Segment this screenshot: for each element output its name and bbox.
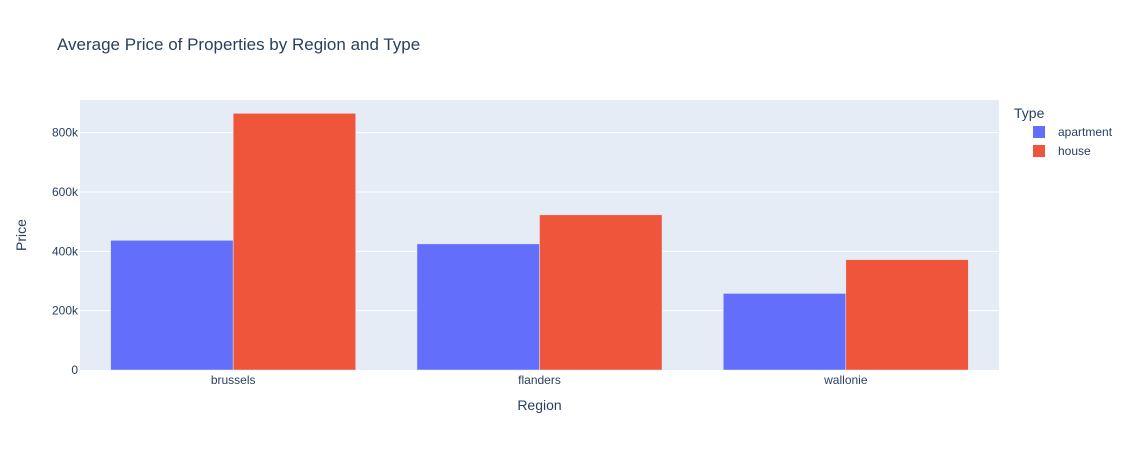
legend-swatch-house[interactable] [1033, 145, 1045, 157]
x-tick-label: brussels [211, 373, 256, 387]
bar-apartment-flanders[interactable] [416, 243, 540, 371]
bar-house-wallonie[interactable] [845, 259, 969, 371]
y-tick-label: 600k [52, 185, 79, 199]
x-tick-label: wallonie [823, 373, 868, 387]
y-tick-label: 800k [52, 126, 79, 140]
legend-item-house[interactable]: house [1058, 144, 1091, 158]
bar-apartment-wallonie[interactable] [723, 293, 847, 371]
legend-title: Type [1014, 105, 1045, 121]
x-axis-ticks: brussels flanders wallonie [211, 373, 868, 387]
y-axis-ticks: 0 200k 400k 600k 800k [52, 126, 79, 377]
x-tick-label: flanders [518, 373, 561, 387]
legend-item-apartment[interactable]: apartment [1058, 125, 1113, 139]
bar-house-flanders[interactable] [539, 214, 663, 371]
legend[interactable]: Type apartment house [1014, 105, 1113, 158]
bar-house-brussels[interactable] [232, 113, 356, 371]
chart-title: Average Price of Properties by Region an… [57, 35, 420, 54]
y-tick-label: 400k [52, 244, 79, 258]
bar-apartment-brussels[interactable] [110, 240, 234, 371]
y-tick-label: 0 [71, 363, 78, 377]
legend-swatch-apartment[interactable] [1033, 126, 1045, 138]
bars-group [110, 113, 969, 371]
y-tick-label: 200k [52, 304, 79, 318]
x-axis-title: Region [517, 397, 561, 413]
y-axis-title: Price [13, 219, 29, 251]
